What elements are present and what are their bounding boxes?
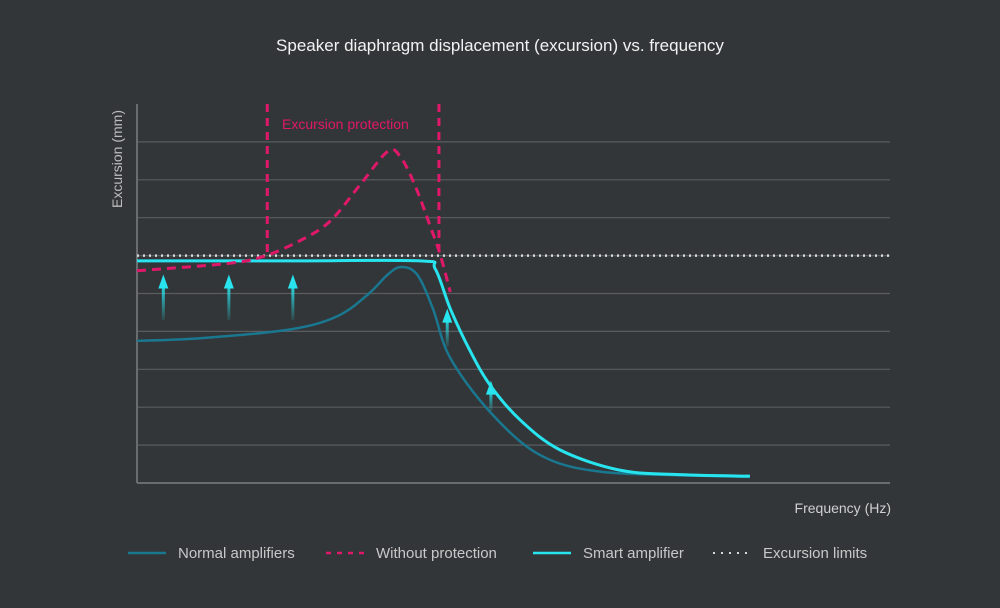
legend: Normal amplifiers Without protection Smart… [128,545,867,562]
arrow-head [287,274,298,289]
legend-label: Smart amplifier [583,545,684,562]
legend-label: Excursion limits [763,545,867,562]
legend-label: Without protection [376,545,497,562]
arrow-head [223,274,234,289]
boost-arrow-icon [287,274,298,321]
smart-amplifier-line [137,258,750,478]
arrow-shaft [489,388,493,411]
arrow-shaft [161,282,165,321]
boost-arrow-icon [485,380,496,411]
arrow-shaft [291,282,295,321]
y-axis-label: Excursion (mm) [109,110,125,208]
chart-title: Speaker diaphragm displacement (excursio… [276,36,724,55]
boost-arrow-icon [158,274,169,321]
normal-amplifiers-line [136,265,750,479]
arrow-shaft [445,316,449,347]
arrow-head [158,274,169,289]
arrow-head [442,308,453,323]
x-axis-label: Frequency (Hz) [795,500,891,516]
legend-label: Normal amplifiers [178,545,295,562]
boost-arrow-icon [442,308,453,347]
arrow-head [485,380,496,395]
without-protection-line [136,148,452,293]
boost-arrow-icon [223,274,234,321]
arrow-shaft [227,282,231,321]
protection-annotation: Excursion protection [282,116,409,132]
